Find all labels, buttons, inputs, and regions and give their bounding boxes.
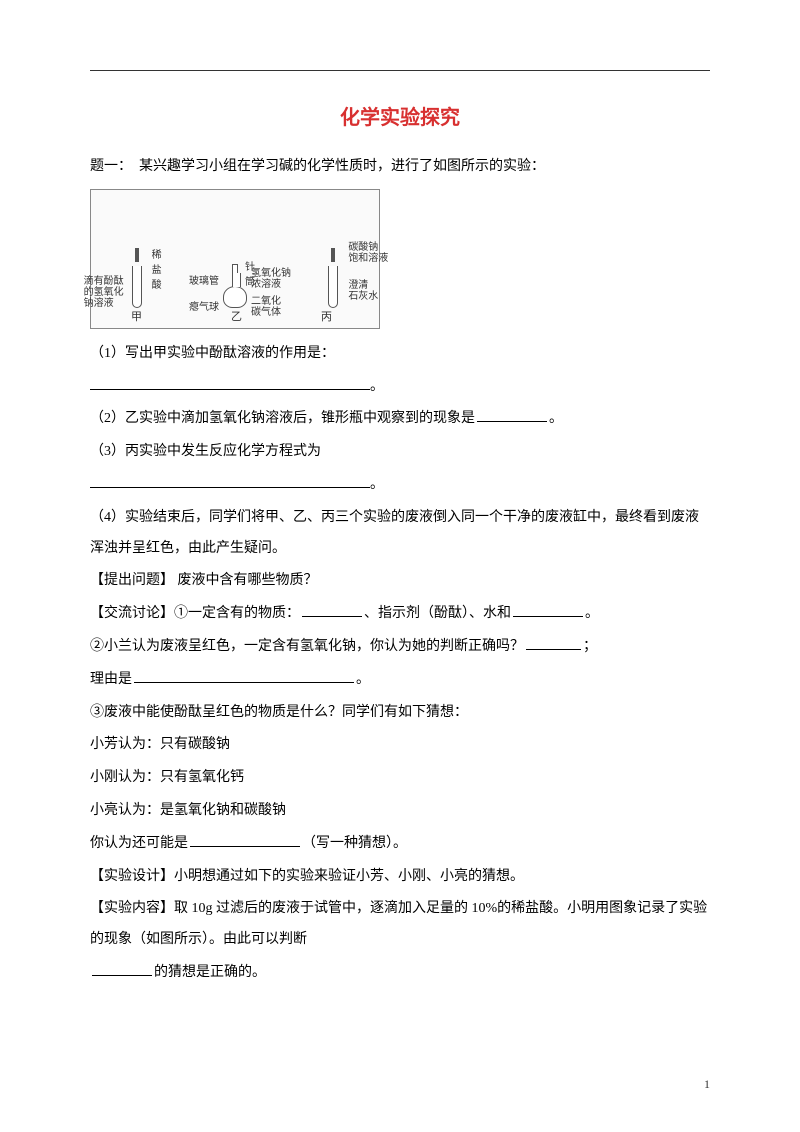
top-divider xyxy=(90,70,710,71)
q1-3-blank: 。 xyxy=(90,470,710,501)
q1-4: （4）实验结束后，同学们将甲、乙、丙三个实验的废液倒入同一个干净的废液缸中，最终… xyxy=(90,503,710,565)
label-bing: 丙 xyxy=(321,308,332,324)
q1-3: （3）丙实验中发生反应化学方程式为 xyxy=(90,437,710,468)
discuss-1: 【交流讨论】①一定含有的物质：、指示剂（酚酞）、水和。 xyxy=(90,599,710,630)
apparatus-jia: 稀盐酸 滴有酚酞 的氢氧化 钠溶液 xyxy=(132,248,142,308)
section-content: 【实验内容】取 10g 过滤后的废液于试管中，逐滴加入足量的 10%的稀盐酸。小… xyxy=(90,894,710,956)
guess-fang: 小芳认为：只有碳酸钠 xyxy=(90,730,710,761)
label-glass-tube: 玻璃管 xyxy=(189,272,219,287)
whose-guess: 的猜想是正确的。 xyxy=(90,958,710,989)
label-balloon: 瘪气球 xyxy=(189,298,219,313)
label-limewater: 澄清 石灰水 xyxy=(348,280,378,302)
section-ask: 【提出问题】 废液中含有哪些物质？ xyxy=(90,566,710,597)
label-yi: 乙 xyxy=(231,308,242,324)
label-naoh-conc: 氢氧化钠 浓溶液 xyxy=(251,268,291,290)
q1-1-blank: 。 xyxy=(90,372,710,403)
apparatus-yi: 针筒 玻璃管 氢氧化钠 浓溶液 瘪气球 二氧化 碳气体 xyxy=(223,264,247,308)
guess-you: 你认为还可能是（写一种猜想）。 xyxy=(90,829,710,860)
guess-liang: 小亮认为：是氢氧化钠和碳酸钠 xyxy=(90,796,710,827)
q1-2: （2）乙实验中滴加氢氧化钠溶液后，锥形瓶中观察到的现象是。 xyxy=(90,404,710,435)
question-intro: 题一： 某兴趣学习小组在学习碱的化学性质时，进行了如图所示的实验： xyxy=(90,152,710,183)
experiment-diagram: 稀盐酸 滴有酚酞 的氢氧化 钠溶液 针筒 玻璃管 氢氧化钠 浓溶液 瘪气球 二氧… xyxy=(90,189,380,329)
discuss-reason: 理由是。 xyxy=(90,665,710,696)
page-title: 化学实验探究 xyxy=(90,101,710,130)
label-jia: 甲 xyxy=(131,308,142,324)
discuss-3: ③废液中能使酚酞呈红色的物质是什么？同学们有如下猜想： xyxy=(90,698,710,729)
page-number: 1 xyxy=(704,1077,710,1092)
label-xiyansuan: 稀盐酸 xyxy=(152,246,162,291)
label-co2: 二氧化 碳气体 xyxy=(251,296,281,318)
discuss-2: ②小兰认为废液呈红色，一定含有氢氧化钠，你认为她的判断正确吗？； xyxy=(90,632,710,663)
label-na2co3: 碳酸钠 饱和溶液 xyxy=(348,242,388,264)
guess-gang: 小刚认为：只有氢氧化钙 xyxy=(90,763,710,794)
section-design: 【实验设计】小明想通过如下的实验来验证小芳、小刚、小亮的猜想。 xyxy=(90,862,710,893)
q1-1: （1）写出甲实验中酚酞溶液的作用是： xyxy=(90,339,710,370)
label-phenol-naoh: 滴有酚酞 的氢氧化 钠溶液 xyxy=(84,276,124,309)
apparatus-bing: 碳酸钠 饱和溶液 澄清 石灰水 xyxy=(328,248,338,308)
